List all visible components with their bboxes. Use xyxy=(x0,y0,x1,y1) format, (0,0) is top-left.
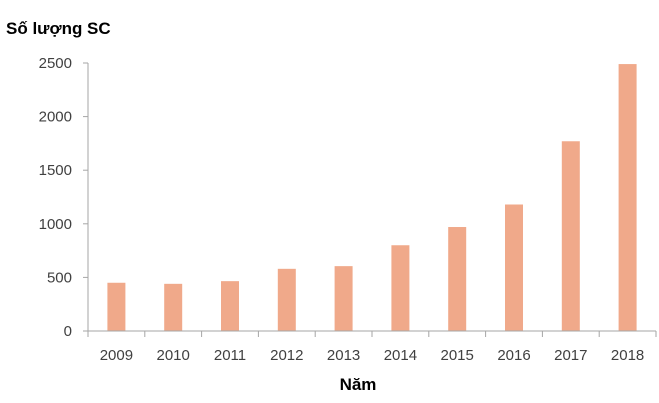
y-axis-label: Số lượng SC xyxy=(6,19,111,38)
x-tick-label: 2010 xyxy=(157,347,190,364)
y-tick-label: 2000 xyxy=(39,109,72,126)
bar-2018 xyxy=(618,64,637,332)
x-tick-label: 2016 xyxy=(497,347,530,364)
y-tick-label: 2500 xyxy=(39,55,72,72)
bar-2009 xyxy=(107,282,126,331)
bar-2013 xyxy=(334,266,353,331)
bar-2015 xyxy=(448,227,467,331)
x-tick-label: 2012 xyxy=(270,347,303,364)
bar-2014 xyxy=(391,245,410,331)
x-tick-label: 2009 xyxy=(100,347,133,364)
x-axis-label: Năm xyxy=(340,375,377,394)
x-axis-ticks: 2009 2010 2011 2012 2013 2014 2015 2016 2017 2018 xyxy=(87,331,657,364)
y-tick-label: 1500 xyxy=(39,162,72,179)
y-axis-ticks: 0 500 1000 1500 2000 2500 xyxy=(39,55,88,340)
x-tick-label: 2015 xyxy=(441,347,474,364)
x-tick-label: 2018 xyxy=(611,347,644,364)
y-tick-label: 1000 xyxy=(39,216,72,233)
bar-2016 xyxy=(505,204,523,331)
bar-2012 xyxy=(277,268,296,331)
bar-2010 xyxy=(164,283,183,331)
bar-2017 xyxy=(561,141,580,331)
x-tick-label: 2014 xyxy=(384,347,417,364)
x-tick-label: 2013 xyxy=(327,347,360,364)
bar-2011 xyxy=(221,281,239,331)
y-tick-label: 0 xyxy=(64,323,72,340)
x-tick-label: 2011 xyxy=(214,347,246,364)
bars xyxy=(107,64,637,332)
x-tick-label: 2017 xyxy=(554,347,587,364)
y-tick-label: 500 xyxy=(47,269,72,286)
